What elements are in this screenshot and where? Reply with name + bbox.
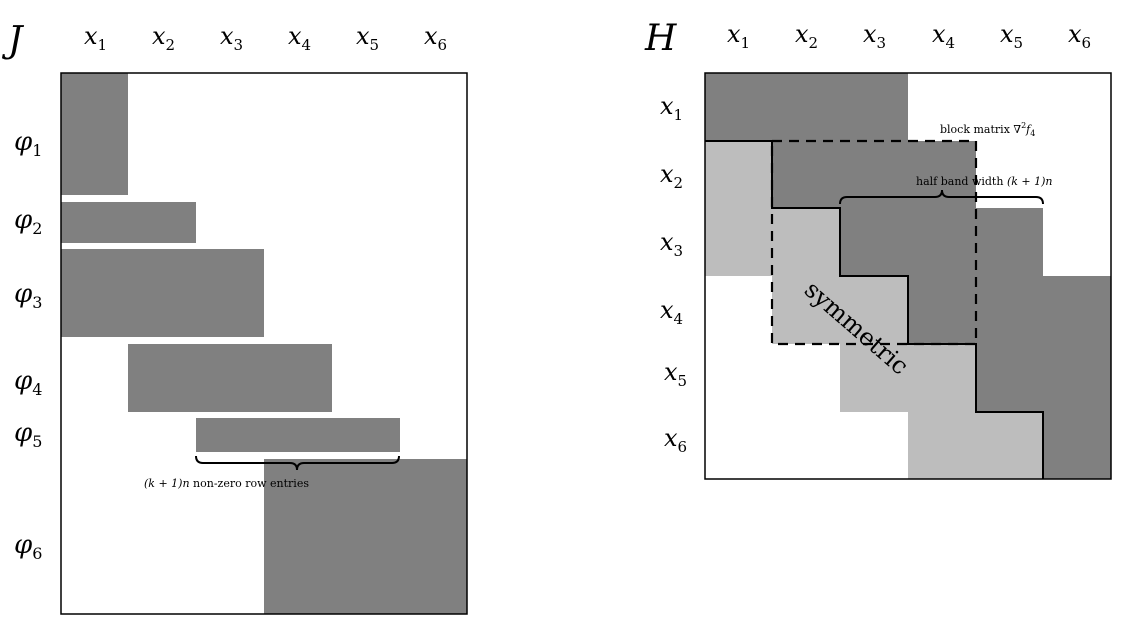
j-col-label-2: x2	[152, 22, 175, 54]
hessian-symbol: H	[644, 18, 677, 59]
h-row-label-2: x2	[660, 160, 683, 192]
j-col-label-1: x1	[84, 22, 107, 54]
h-lower-band-row-2	[705, 141, 772, 208]
h-col-label-2: x2	[795, 20, 818, 52]
h-upper-band-row-1	[705, 73, 908, 141]
h-row-label-4: x4	[660, 296, 683, 328]
h-col-label-3: x3	[863, 20, 886, 52]
h-half-band-brace	[839, 189, 1044, 205]
j-block-row-4	[128, 344, 332, 412]
jacobian-panel: J x1 x2 x3 x4 x5 x6 φ1 φ2 φ3 φ4 φ5 φ6 (k…	[1, 20, 468, 615]
jacobian-symbol: J	[1, 20, 25, 61]
h-upper-band-row-3	[840, 208, 1043, 276]
j-row-label-4: φ4	[14, 366, 42, 399]
j-block-row-6	[264, 459, 467, 614]
j-row-label-5: φ5	[14, 418, 42, 451]
j-row-label-2: φ2	[14, 205, 42, 238]
h-upper-band-row-6	[1043, 412, 1111, 479]
j-row-label-3: φ3	[14, 279, 42, 312]
h-row-label-3: x3	[660, 228, 683, 260]
h-upper-band-row-4	[908, 276, 1111, 344]
hessian-panel: H x1 x2 x3 x4 x5 x6 x1 x2 x3 x4 x5 x6	[644, 18, 1112, 480]
hessian-matrix-border	[704, 72, 1112, 480]
h-lower-band-row-6	[908, 412, 1043, 479]
j-block-row-5	[196, 418, 400, 452]
h-col-label-1: x1	[727, 20, 750, 52]
h-lower-band-row-4	[772, 276, 908, 344]
j-row-label-6: φ6	[14, 530, 42, 563]
j-col-label-3: x3	[220, 22, 243, 54]
h-col-label-4: x4	[932, 20, 955, 52]
jacobian-matrix-border	[60, 72, 468, 615]
h-col-label-6: x6	[1068, 20, 1091, 52]
h-lower-band-row-5	[840, 344, 976, 412]
j-row-entries-annotation: (k + 1)n non-zero row entries	[144, 477, 309, 490]
j-col-label-5: x5	[356, 22, 379, 54]
h-upper-band-row-5	[976, 344, 1111, 412]
h-row-label-6: x6	[664, 424, 687, 456]
j-col-label-4: x4	[288, 22, 311, 54]
j-row-label-1: φ1	[14, 127, 42, 160]
j-row-entries-brace	[195, 455, 400, 471]
h-col-label-5: x5	[1000, 20, 1023, 52]
h-block-matrix-outline	[770, 139, 978, 346]
h-half-band-label: half band width (k + 1)n	[916, 175, 1052, 188]
j-col-label-6: x6	[424, 22, 447, 54]
h-row-label-1: x1	[660, 92, 683, 124]
j-block-row-2	[61, 202, 196, 243]
j-block-row-3	[61, 249, 264, 337]
h-block-matrix-label: block matrix ∇2f4	[940, 121, 1035, 138]
h-row-label-5: x5	[664, 358, 687, 390]
j-block-row-1	[61, 73, 128, 195]
